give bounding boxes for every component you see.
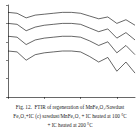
svg-text:Fig. 12. FTIR of regeneration: Fig. 12. FTIR of regeneration of MnFe₂O₄… (16, 104, 125, 110)
svg-text:Fe₂O₄+IC (c) sawdust/MnFe₂O₄ +: Fe₂O₄+IC (c) sawdust/MnFe₂O₄ + IC heated… (13, 113, 127, 120)
svg-text:+ IC heated at 200 °C: + IC heated at 200 °C (47, 122, 93, 128)
